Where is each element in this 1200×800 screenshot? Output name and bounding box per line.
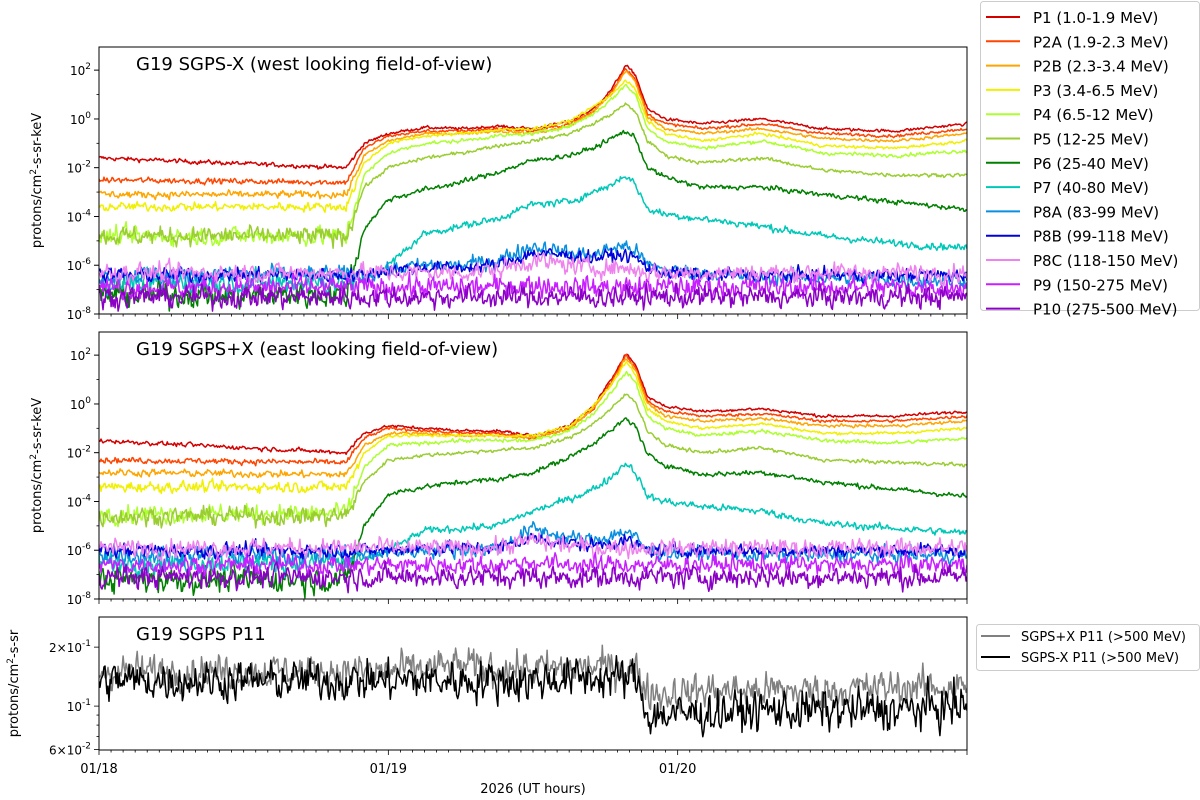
- panel-2: 102 100 10-2 10-4 10-6 10-8 G19 SGPS+X (east l…: [29, 331, 968, 607]
- y-tick-label: 100: [70, 111, 91, 127]
- series-line-p3: [99, 79, 967, 213]
- series-line-p3: [99, 361, 967, 495]
- x-tick-label: 01/19: [370, 762, 407, 777]
- y-axis-label: protons/cm2-s-sr: [6, 629, 22, 737]
- legend-label: P6 (25-40 MeV): [1033, 155, 1149, 173]
- y-tick-label: 10-2: [67, 160, 91, 176]
- legend-item: P8C (118-150 MeV): [986, 252, 1178, 270]
- panel-title: G19 SGPS+X (east looking field-of-view): [136, 339, 498, 360]
- legend-channels: P1 (1.0-1.9 MeV) P2A (1.9-2.3 MeV) P2B (2.…: [980, 1, 1200, 319]
- legend-item: P2B (2.3-3.4 MeV): [986, 58, 1169, 76]
- series-line-p10: [99, 560, 967, 594]
- panel-1: 102 100 10-2 10-4 10-6 10-8 G19 SGPS-X (west l…: [29, 46, 968, 322]
- series-line-p2a: [99, 68, 967, 187]
- y-tick-label: 10-4: [67, 493, 92, 509]
- series-line-p8c: [99, 251, 967, 287]
- legend-item: P6 (25-40 MeV): [986, 155, 1149, 173]
- y-tick-label: 10-6: [67, 257, 92, 273]
- legend-label: SGPS+X P11 (>500 MeV): [1021, 630, 1186, 645]
- series-line-p7: [99, 176, 967, 299]
- legend-label: P8C (118-150 MeV): [1033, 252, 1178, 270]
- legend-label: SGPS-X P11 (>500 MeV): [1021, 651, 1179, 666]
- series-line-p5: [99, 102, 967, 249]
- legend-item: P3 (3.4-6.5 MeV): [986, 82, 1158, 100]
- x-tick-label: 01/18: [80, 762, 117, 777]
- y-tick-label: 10-8: [67, 591, 92, 607]
- series-line-p4: [99, 84, 967, 248]
- panel-3: 01/18 01/19 01/20 2×10-1 10-1 6×10-2 G19 SGPS …: [6, 616, 968, 777]
- series-line-p10: [99, 281, 967, 312]
- legend-label: P9 (150-275 MeV): [1033, 276, 1168, 294]
- legend-item: P1 (1.0-1.9 MeV): [986, 9, 1158, 27]
- y-tick-label: 100: [70, 396, 91, 412]
- y-tick-label: 10-8: [67, 306, 92, 322]
- legend-p11: SGPS+X P11 (>500 MeV) SGPS-X P11 (>500 Me…: [976, 624, 1200, 671]
- legend-label: P2B (2.3-3.4 MeV): [1033, 58, 1169, 76]
- legend-item: P5 (12-25 MeV): [986, 131, 1149, 149]
- legend-label: P3 (3.4-6.5 MeV): [1033, 82, 1158, 100]
- series-line-p4: [99, 370, 967, 528]
- legend-item: P2A (1.9-2.3 MeV): [986, 33, 1169, 51]
- series-line-p8a: [99, 520, 967, 567]
- y-axis-label: protons/cm2-s-sr-keV: [29, 113, 45, 248]
- legend-item: P8A (83-99 MeV): [986, 203, 1159, 221]
- y-tick-label: 6×10-2: [49, 742, 91, 758]
- panel-title: G19 SGPS P11: [136, 624, 266, 645]
- legend-item: P9 (150-275 MeV): [986, 276, 1168, 294]
- legend-label: P2A (1.9-2.3 MeV): [1033, 33, 1169, 51]
- series-group: [99, 353, 967, 599]
- series-line-p2b: [99, 358, 967, 479]
- y-tick-label: 10-1: [67, 698, 91, 714]
- series-group: [99, 644, 967, 738]
- legend-item: P4 (6.5-12 MeV): [986, 106, 1154, 124]
- series-line-p6: [99, 129, 967, 312]
- legend-label: P8B (99-118 MeV): [1033, 228, 1169, 246]
- legend-label: P8A (83-99 MeV): [1033, 203, 1159, 221]
- legend-item: P7 (40-80 MeV): [986, 179, 1149, 197]
- series-line-p5: [99, 393, 967, 529]
- y-tick-label: 10-6: [67, 542, 92, 558]
- panel-title: G19 SGPS-X (west looking field-of-view): [136, 54, 492, 75]
- legend-label: P10 (275-500 MeV): [1033, 301, 1177, 319]
- series-line-p8c: [99, 532, 967, 562]
- series-line-sgpsx: [99, 655, 967, 738]
- y-tick-label: 10-2: [67, 445, 91, 461]
- legend-label: P1 (1.0-1.9 MeV): [1033, 9, 1158, 27]
- series-line-p9: [99, 551, 967, 578]
- legend-item: P8B (99-118 MeV): [986, 228, 1169, 246]
- legend-item: P10 (275-500 MeV): [986, 301, 1177, 319]
- legend-item: SGPS+X P11 (>500 MeV): [981, 630, 1186, 645]
- legend-label: P4 (6.5-12 MeV): [1033, 106, 1154, 124]
- y-tick-label: 10-4: [67, 208, 92, 224]
- legend-label: P7 (40-80 MeV): [1033, 179, 1149, 197]
- y-tick-label: 2×10-1: [49, 639, 91, 655]
- series-group: [99, 64, 967, 312]
- legend-item: SGPS-X P11 (>500 MeV): [981, 651, 1179, 666]
- y-axis-label: protons/cm2-s-sr-keV: [29, 398, 45, 533]
- series-line-p6: [99, 417, 967, 599]
- legend-label: P5 (12-25 MeV): [1033, 131, 1149, 149]
- x-tick-label: 01/20: [659, 762, 696, 777]
- x-axis-label: 2026 (UT hours): [480, 782, 586, 797]
- y-tick-label: 102: [70, 62, 91, 78]
- series-line-p2a: [99, 353, 967, 467]
- y-tick-label: 102: [70, 347, 91, 363]
